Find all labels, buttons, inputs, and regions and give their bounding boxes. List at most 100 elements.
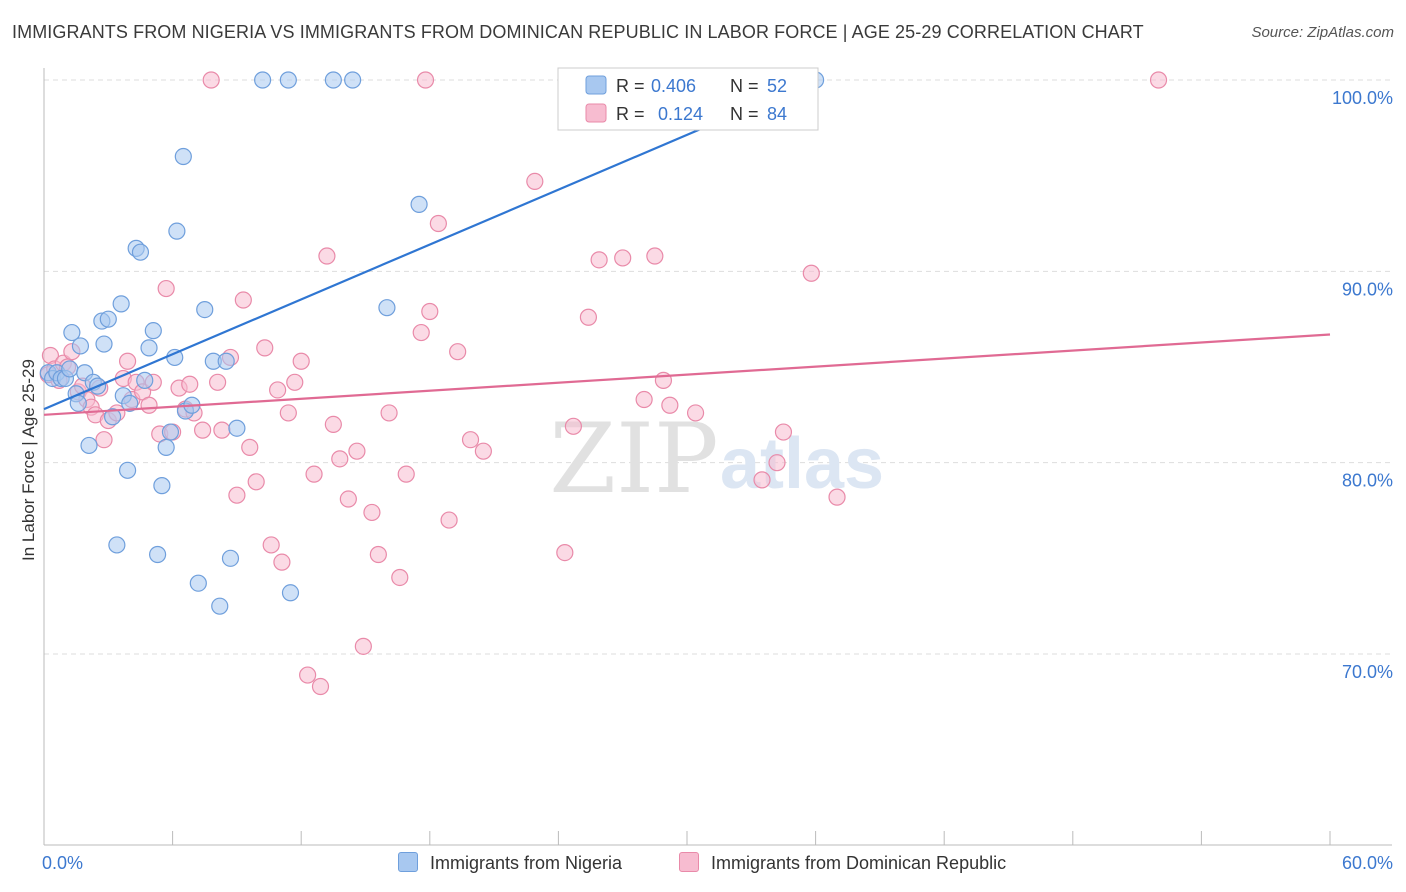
- dominican-point: [181, 375, 199, 393]
- dominican-point: [590, 251, 608, 269]
- x-tick-label: 60.0%: [1342, 853, 1393, 873]
- nigeria-point: [168, 222, 186, 240]
- nigeria-point: [140, 339, 158, 357]
- axes: [43, 68, 1392, 846]
- dominican-point: [305, 465, 323, 483]
- legend-r-nigeria: 0.406: [651, 76, 696, 96]
- dominican-point: [269, 381, 287, 399]
- y-tick-label: 90.0%: [1342, 279, 1393, 299]
- dominican-point: [753, 471, 771, 489]
- dominican-point: [380, 404, 398, 422]
- nigeria-point: [228, 419, 246, 437]
- dominican-points: [39, 71, 1168, 696]
- dominican-point: [474, 442, 492, 460]
- dominican-point: [412, 323, 430, 342]
- dominican-point: [318, 247, 336, 265]
- tick-labels: 100.0% 90.0% 80.0% 70.0% 0.0% 60.0%: [42, 88, 1393, 873]
- dominican-point: [194, 421, 212, 439]
- legend-label-nigeria: Immigrants from Nigeria: [430, 853, 623, 873]
- dominican-point: [299, 666, 317, 684]
- dominican-point: [661, 396, 679, 414]
- dominican-point: [828, 488, 846, 506]
- legend-n-label: N =: [730, 76, 759, 96]
- nigeria-point: [254, 71, 272, 89]
- nigeria-points: [39, 71, 825, 615]
- dominican-point: [354, 637, 372, 655]
- dominican-trend-line: [43, 333, 1331, 416]
- dominican-point: [646, 247, 664, 265]
- nigeria-point: [378, 299, 396, 317]
- dominican-point: [440, 511, 458, 529]
- nigeria-point: [217, 352, 235, 370]
- legend-n-nigeria: 52: [767, 76, 787, 96]
- y-tick-label: 70.0%: [1342, 662, 1393, 682]
- nigeria-point: [221, 549, 240, 567]
- dominican-point: [774, 423, 793, 441]
- dominican-point: [262, 536, 280, 554]
- dominican-point: [686, 404, 705, 422]
- nigeria-point: [108, 536, 126, 554]
- nigeria-point: [63, 323, 81, 342]
- dominican-point: [397, 465, 415, 483]
- dominican-point: [526, 172, 544, 191]
- dominican-point: [311, 677, 330, 696]
- dominican-point: [256, 339, 274, 357]
- y-tick-label: 100.0%: [1332, 88, 1393, 108]
- legend-label-dominican: Immigrants from Dominican Republic: [711, 853, 1007, 873]
- dominican-point: [324, 415, 342, 433]
- dominican-point: [429, 214, 447, 233]
- dominican-point: [157, 279, 175, 298]
- nigeria-point: [144, 322, 162, 340]
- dominican-point: [363, 503, 381, 522]
- dominican-point: [461, 431, 480, 449]
- dominican-point: [95, 431, 113, 449]
- dominican-point: [286, 373, 304, 391]
- nigeria-point: [103, 408, 122, 426]
- dominican-point: [1149, 71, 1168, 89]
- nigeria-point: [95, 335, 113, 353]
- legend-r-label: R =: [616, 104, 645, 124]
- legend-swatch-dominican: [585, 103, 607, 123]
- dominican-point: [140, 396, 158, 414]
- legend-n-dominican: 84: [767, 104, 787, 124]
- nigeria-point: [148, 545, 167, 564]
- nigeria-point: [153, 477, 171, 495]
- nigeria-point: [121, 394, 139, 412]
- dominican-point: [118, 352, 137, 370]
- nigeria-point: [279, 71, 297, 89]
- nigeria-point: [112, 295, 130, 313]
- dominican-point: [768, 454, 786, 472]
- dominican-point: [339, 490, 357, 508]
- nigeria-trend-line: [43, 78, 817, 411]
- dominican-point: [241, 438, 259, 456]
- nigeria-point: [157, 438, 175, 456]
- nigeria-point: [71, 337, 90, 355]
- nigeria-point: [189, 574, 207, 592]
- dominican-point: [348, 442, 366, 460]
- dominican-point: [416, 71, 435, 89]
- legend-item-dominican: Immigrants from Dominican Republic: [679, 852, 1006, 874]
- nigeria-point: [161, 423, 180, 441]
- dominican-point: [614, 249, 632, 267]
- nigeria-point: [281, 584, 300, 602]
- legend-item-nigeria: Immigrants from Nigeria: [398, 852, 622, 874]
- dominican-point: [579, 308, 598, 326]
- nigeria-point: [174, 147, 192, 166]
- dominican-point: [234, 291, 252, 309]
- nigeria-point: [80, 436, 98, 455]
- chart-title: IMMIGRANTS FROM NIGERIA VS IMMIGRANTS FR…: [12, 22, 1144, 42]
- dominican-point: [228, 486, 246, 504]
- dominican-point: [369, 545, 387, 564]
- nigeria-point: [61, 360, 79, 378]
- dominican-point: [802, 264, 820, 282]
- legend-swatch-nigeria: [585, 75, 607, 95]
- nigeria-point: [99, 310, 117, 328]
- legend-r-dominican: 0.124: [658, 104, 703, 124]
- watermark-atlas: atlas: [720, 424, 884, 504]
- nigeria-point: [118, 461, 137, 479]
- legend-swatch-dominican: [679, 852, 699, 872]
- dominican-point: [421, 302, 439, 321]
- nigeria-point: [211, 597, 229, 615]
- dominican-point: [247, 473, 265, 491]
